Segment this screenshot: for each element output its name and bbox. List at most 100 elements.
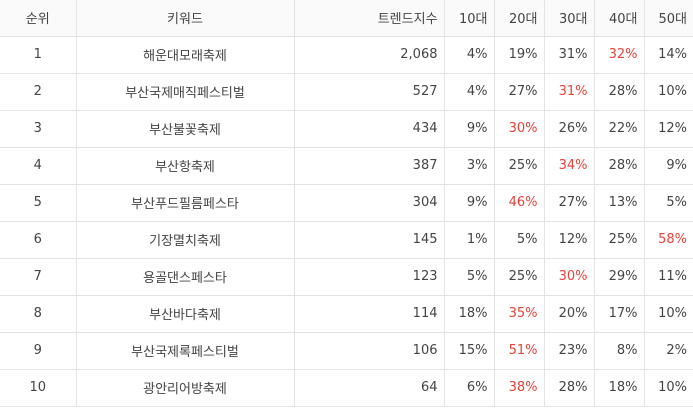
header-keyword: 키워드 <box>75 0 295 37</box>
cell-age40: 28% <box>593 72 645 111</box>
cell-age10: 4% <box>443 35 495 74</box>
header-age40: 40대 <box>593 0 645 37</box>
header-age50: 50대 <box>643 0 693 37</box>
cell-age20: 5% <box>493 220 545 259</box>
table-row: 7 용골댄스페스타 123 5% 25% 30% 29% 11% <box>0 257 693 296</box>
table-body: 1 해운대모래축제 2,068 4% 19% 31% 32% 14% 2 부산국제매직페스티벌 52… <box>0 35 693 407</box>
cell-age30: 28% <box>543 368 595 407</box>
cell-trend-index: 114 <box>293 294 445 333</box>
cell-trend-index: 106 <box>293 331 445 370</box>
table-header: 순위 키워드 트렌드지수 10대 20대 30대 40대 50대 <box>0 0 693 37</box>
header-age30: 30대 <box>543 0 595 37</box>
cell-rank: 2 <box>0 72 77 111</box>
cell-age10: 4% <box>443 72 495 111</box>
cell-rank: 1 <box>0 35 77 74</box>
cell-age10: 5% <box>443 257 495 296</box>
table-row: 9 부산국제록페스티벌 106 15% 51% 23% 8% 2% <box>0 331 693 370</box>
cell-age40: 22% <box>593 109 645 148</box>
cell-age50: 11% <box>643 257 693 296</box>
cell-trend-index: 434 <box>293 109 445 148</box>
cell-age30: 30% <box>543 257 595 296</box>
cell-trend-index: 304 <box>293 183 445 222</box>
cell-rank: 8 <box>0 294 77 333</box>
table-row: 4 부산항축제 387 3% 25% 34% 28% 9% <box>0 146 693 185</box>
cell-age20: 27% <box>493 72 545 111</box>
cell-age30: 26% <box>543 109 595 148</box>
cell-age40: 8% <box>593 331 645 370</box>
table-row: 3 부산불꽃축제 434 9% 30% 26% 22% 12% <box>0 109 693 148</box>
cell-age40: 29% <box>593 257 645 296</box>
table-row: 8 부산바다축제 114 18% 35% 20% 17% 10% <box>0 294 693 333</box>
cell-age30: 23% <box>543 331 595 370</box>
cell-age10: 9% <box>443 109 495 148</box>
cell-age50: 58% <box>643 220 693 259</box>
cell-age20: 35% <box>493 294 545 333</box>
cell-age30: 31% <box>543 72 595 111</box>
cell-age20: 38% <box>493 368 545 407</box>
cell-age50: 14% <box>643 35 693 74</box>
table-row: 1 해운대모래축제 2,068 4% 19% 31% 32% 14% <box>0 35 693 74</box>
cell-age40: 17% <box>593 294 645 333</box>
cell-keyword: 용골댄스페스타 <box>75 257 295 296</box>
cell-trend-index: 527 <box>293 72 445 111</box>
cell-age10: 18% <box>443 294 495 333</box>
cell-trend-index: 64 <box>293 368 445 407</box>
cell-age40: 25% <box>593 220 645 259</box>
table-row: 6 기장멸치축제 145 1% 5% 12% 25% 58% <box>0 220 693 259</box>
cell-rank: 10 <box>0 368 77 407</box>
cell-keyword: 부산항축제 <box>75 146 295 185</box>
header-age20: 20대 <box>493 0 545 37</box>
cell-rank: 5 <box>0 183 77 222</box>
cell-age50: 10% <box>643 72 693 111</box>
header-row: 순위 키워드 트렌드지수 10대 20대 30대 40대 50대 <box>0 0 693 37</box>
cell-age20: 30% <box>493 109 545 148</box>
cell-trend-index: 123 <box>293 257 445 296</box>
cell-age30: 20% <box>543 294 595 333</box>
cell-age10: 1% <box>443 220 495 259</box>
cell-age10: 6% <box>443 368 495 407</box>
cell-age30: 27% <box>543 183 595 222</box>
header-age10: 10대 <box>443 0 495 37</box>
cell-rank: 9 <box>0 331 77 370</box>
cell-age30: 12% <box>543 220 595 259</box>
header-trend-index: 트렌드지수 <box>293 0 445 37</box>
cell-keyword: 부산국제매직페스티벌 <box>75 72 295 111</box>
cell-age10: 3% <box>443 146 495 185</box>
cell-age50: 9% <box>643 146 693 185</box>
cell-age30: 34% <box>543 146 595 185</box>
table-row: 2 부산국제매직페스티벌 527 4% 27% 31% 28% 10% <box>0 72 693 111</box>
cell-keyword: 광안리어방축제 <box>75 368 295 407</box>
cell-rank: 6 <box>0 220 77 259</box>
cell-trend-index: 387 <box>293 146 445 185</box>
cell-rank: 3 <box>0 109 77 148</box>
cell-age10: 9% <box>443 183 495 222</box>
cell-age20: 25% <box>493 146 545 185</box>
table-row: 10 광안리어방축제 64 6% 38% 28% 18% 10% <box>0 368 693 407</box>
cell-keyword: 부산국제록페스티벌 <box>75 331 295 370</box>
cell-age50: 10% <box>643 294 693 333</box>
cell-rank: 7 <box>0 257 77 296</box>
cell-age40: 32% <box>593 35 645 74</box>
cell-age50: 2% <box>643 331 693 370</box>
table-row: 5 부산푸드필름페스타 304 9% 46% 27% 13% 5% <box>0 183 693 222</box>
cell-age50: 12% <box>643 109 693 148</box>
cell-age30: 31% <box>543 35 595 74</box>
cell-age50: 10% <box>643 368 693 407</box>
cell-keyword: 부산푸드필름페스타 <box>75 183 295 222</box>
cell-age40: 13% <box>593 183 645 222</box>
cell-keyword: 부산불꽃축제 <box>75 109 295 148</box>
cell-keyword: 기장멸치축제 <box>75 220 295 259</box>
cell-rank: 4 <box>0 146 77 185</box>
cell-trend-index: 2,068 <box>293 35 445 74</box>
cell-age20: 46% <box>493 183 545 222</box>
cell-trend-index: 145 <box>293 220 445 259</box>
cell-keyword: 부산바다축제 <box>75 294 295 333</box>
cell-keyword: 해운대모래축제 <box>75 35 295 74</box>
header-rank: 순위 <box>0 0 77 37</box>
cell-age20: 19% <box>493 35 545 74</box>
cell-age20: 51% <box>493 331 545 370</box>
cell-age10: 15% <box>443 331 495 370</box>
cell-age20: 25% <box>493 257 545 296</box>
cell-age50: 5% <box>643 183 693 222</box>
